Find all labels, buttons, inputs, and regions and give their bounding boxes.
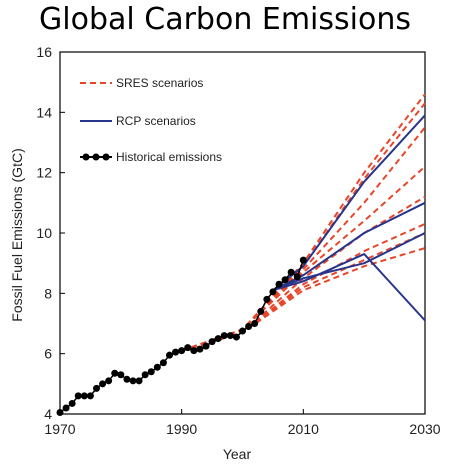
legend-label-historical: Historical emissions [116, 150, 222, 164]
plot-frame [59, 51, 426, 415]
historical-data-point [202, 342, 210, 350]
historical-data-point [166, 351, 173, 359]
historical-data-point [257, 307, 265, 315]
sres-series-line [181, 247, 426, 352]
historical-data-point [105, 377, 113, 385]
historical-data-point [275, 280, 283, 288]
x-axis-label: Year [223, 446, 252, 462]
historical-data-point [123, 375, 131, 383]
historical-data-point [111, 369, 119, 377]
rcp-series-line [272, 253, 426, 322]
historical-data-point [93, 384, 100, 392]
historical-data-point [68, 399, 76, 407]
sres-series-line [181, 93, 426, 352]
historical-data-point [159, 359, 167, 367]
y-tick-label: 8 [44, 285, 52, 301]
historical-data-point [80, 392, 88, 400]
historical-data-point [153, 363, 161, 371]
y-tick-label: 6 [44, 346, 52, 362]
x-tick-label: 1970 [44, 421, 75, 437]
historical-data-point [178, 347, 186, 355]
historical-data-point [299, 256, 307, 264]
historical-data-point [190, 347, 198, 355]
historical-data-point [141, 371, 149, 379]
historical-data-point [86, 392, 94, 400]
legend-swatch-historical-marker [82, 153, 90, 161]
historical-data-point [62, 404, 70, 412]
x-tick-label: 2010 [288, 421, 319, 437]
y-tick-label: 10 [36, 225, 52, 241]
legend-label-rcp: RCP scenarios [116, 114, 196, 128]
historical-data-point [269, 288, 277, 296]
historical-data-point [172, 348, 180, 356]
historical-data-point [99, 380, 107, 388]
historical-data-point [232, 333, 240, 341]
historical-data-point [263, 295, 271, 303]
historical-data-point [184, 344, 192, 352]
historical-data-point [220, 332, 228, 340]
historical-data-point [129, 377, 137, 385]
chart-title: Global Carbon Emissions [39, 2, 411, 37]
historical-data-point [293, 273, 301, 281]
historical-data-point [135, 377, 143, 385]
x-tick-label: 2030 [409, 421, 440, 437]
sres-series-line [181, 222, 426, 352]
historical-data-point [287, 268, 295, 276]
legend-swatch-historical-marker [92, 153, 100, 161]
historical-data-point [208, 338, 216, 346]
legend: SRES scenarios RCP scenarios Historical … [80, 76, 222, 164]
historical-data-point [226, 332, 234, 340]
rcp-series-line [272, 232, 426, 292]
historical-data-point [196, 345, 204, 353]
historical-data-point [281, 276, 289, 284]
legend-label-sres: SRES scenarios [116, 76, 203, 90]
y-tick-label: 14 [36, 104, 52, 120]
historical-data-point [245, 323, 253, 331]
historical-data-point [214, 335, 222, 343]
legend-swatch-historical-marker [102, 153, 110, 161]
x-tick-label: 1990 [166, 421, 197, 437]
historical-data-point [251, 320, 259, 327]
y-tick-label: 16 [36, 44, 52, 60]
historical-data-point [74, 392, 82, 400]
y-tick-label: 12 [36, 165, 52, 181]
y-tick-label: 4 [44, 406, 52, 422]
historical-data-point [117, 371, 125, 379]
rcp-series-line [272, 114, 426, 292]
historical-data-point [239, 327, 246, 335]
rcp-series-line [272, 201, 426, 292]
y-axis-label: Fossil Fuel Emissions (GtC) [9, 148, 25, 321]
historical-data-point [147, 368, 155, 376]
